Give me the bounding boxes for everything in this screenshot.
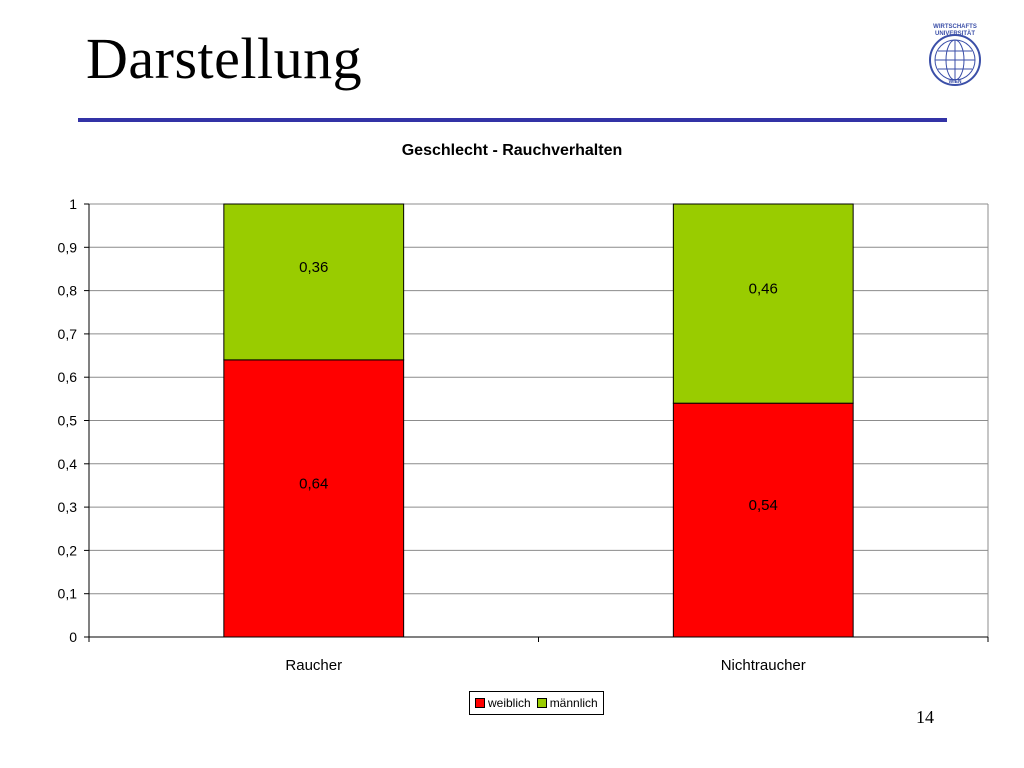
data-label: 0,54	[749, 497, 778, 514]
chart-legend: weiblich männlich	[469, 691, 604, 715]
y-tick-label: 0,1	[58, 586, 78, 602]
bar-0-0	[223, 359, 405, 638]
title-rule	[78, 118, 947, 122]
legend-swatch-weiblich	[475, 698, 485, 708]
page-number: 14	[916, 707, 934, 727]
logo-text-line3: WIEN	[948, 79, 961, 85]
chart-title: Geschlecht - Rauchverhalten	[401, 142, 623, 159]
legend-label-maennlich: männlich	[549, 696, 598, 710]
y-tick-label: 0,6	[58, 369, 78, 385]
x-tick-label: Raucher	[285, 657, 342, 674]
y-tick-label: 0,5	[58, 413, 78, 429]
university-logo-icon: WIRTSCHAFTS UNIVERSITÄT WIEN	[929, 24, 981, 86]
logo-text-line2: UNIVERSITÄT	[935, 30, 975, 37]
legend-item-maennlich: männlich	[536, 696, 598, 710]
slide-title: Darstellung	[86, 26, 363, 91]
bar-0-1	[223, 203, 405, 361]
legend-item-weiblich: weiblich	[475, 696, 531, 710]
y-tick-label: 0,4	[58, 456, 78, 472]
legend-label-weiblich: weiblich	[488, 696, 531, 710]
legend-swatch-maennlich	[536, 698, 547, 708]
y-tick-label: 1	[69, 196, 77, 212]
stacked-bar-chart: 0 0,1 0,2 0,3 0,4 0,5 0,6 0,7 0,8 0,9 1 0,64 0,36 Rau…	[58, 196, 989, 674]
data-label: 0,64	[299, 475, 328, 492]
y-tick-label: 0,8	[58, 283, 78, 299]
bar-1-1	[672, 203, 854, 404]
y-tick-label: 0,9	[58, 239, 78, 255]
y-tick-label: 0	[69, 629, 77, 645]
y-tick-label: 0,3	[58, 499, 78, 515]
bar-1-0	[672, 402, 854, 638]
x-tick-label: Nichtraucher	[721, 657, 806, 674]
logo-text-line1: WIRTSCHAFTS	[933, 24, 977, 30]
data-label: 0,36	[299, 259, 328, 276]
y-tick-label: 0,2	[58, 542, 78, 558]
y-tick-label: 0,7	[58, 326, 78, 342]
data-label: 0,46	[749, 281, 778, 298]
